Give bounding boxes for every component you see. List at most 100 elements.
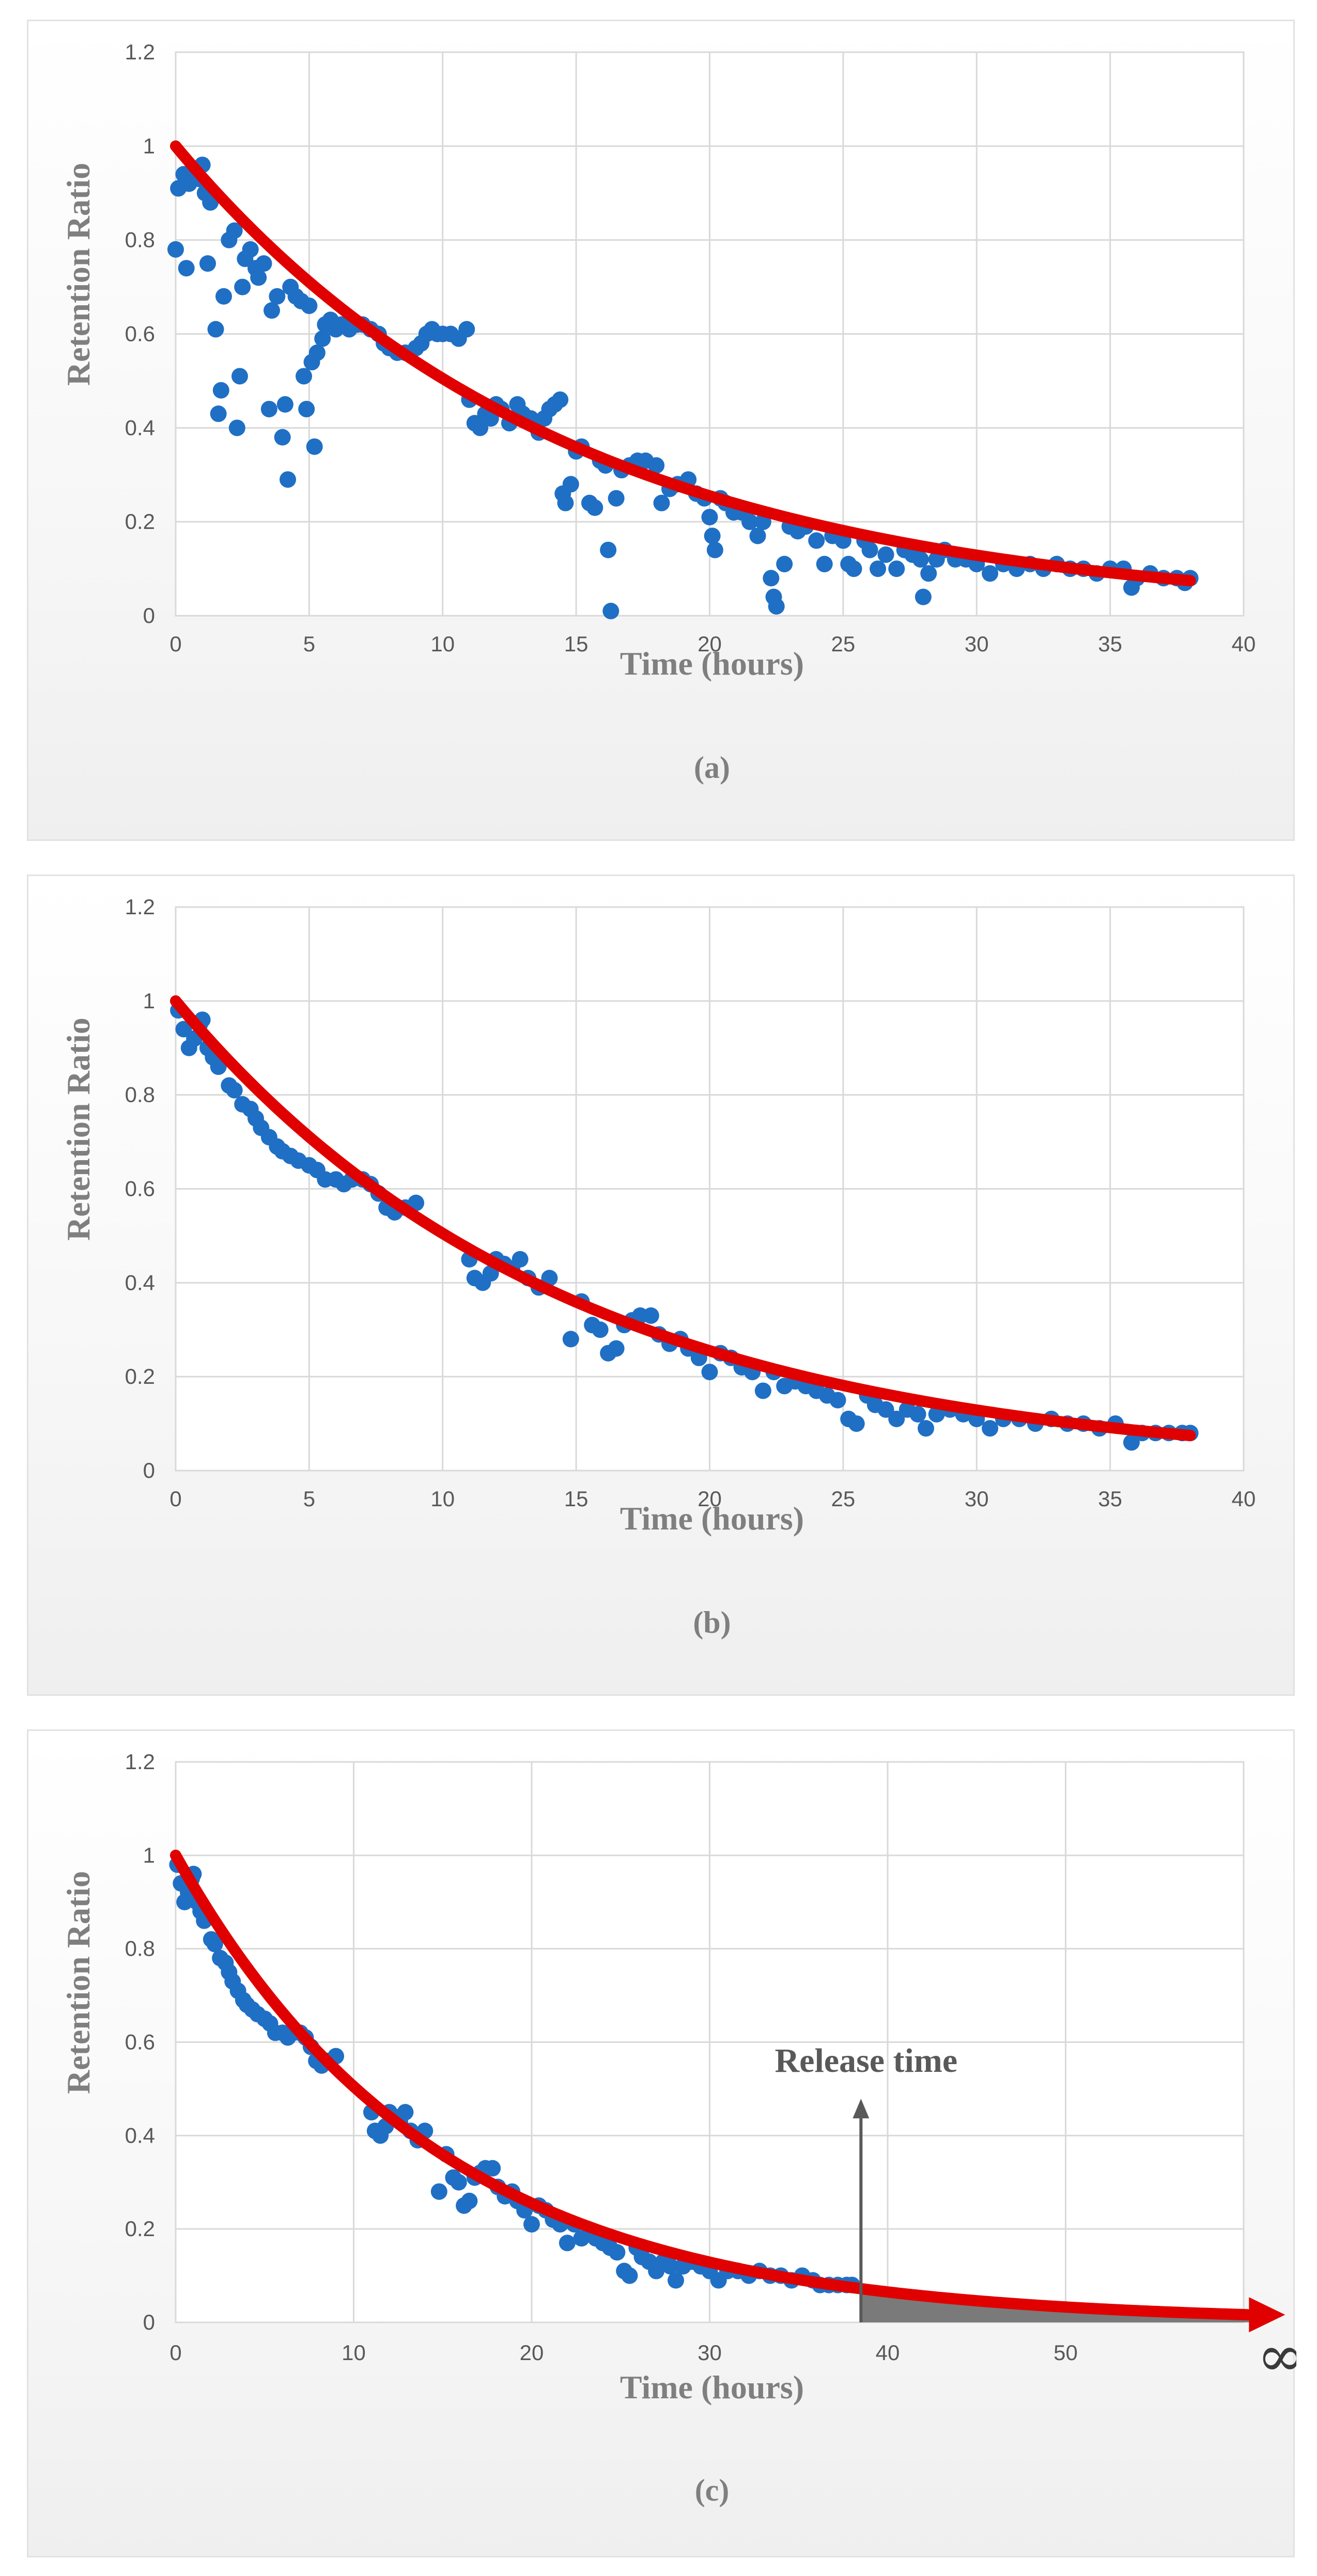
data-point [706, 541, 723, 558]
x-tick-label: 30 [698, 2340, 722, 2365]
x-tick-label: 20 [698, 1487, 722, 1511]
data-point [250, 269, 267, 286]
fit-curve [170, 140, 1196, 587]
data-point [397, 2104, 414, 2121]
data-point [845, 560, 862, 577]
data-point [274, 429, 291, 446]
data-point [982, 565, 999, 582]
data-point [207, 321, 224, 338]
data-point [255, 255, 272, 272]
data-point [776, 555, 793, 572]
data-point [269, 288, 286, 305]
data-point [602, 602, 619, 619]
data-point [228, 419, 245, 436]
data-point [749, 527, 766, 544]
data-point [642, 1307, 659, 1324]
y-tick-label: 1.2 [125, 895, 155, 919]
data-point [484, 2160, 501, 2177]
x-tick-label: 10 [430, 1487, 455, 1511]
data-point [298, 400, 315, 417]
data-point [848, 1415, 865, 1432]
data-point [586, 499, 603, 516]
data-point [314, 330, 331, 347]
y-axis-title: Retention Ratio [60, 1871, 97, 2094]
data-point [461, 2192, 478, 2209]
chart-panel-c: 0 0.2 0.4 0.6 0.8 1 1.2 0 10 20 30 40 50 Release tim… [27, 1729, 1296, 2557]
y-tick-label: 1.2 [125, 40, 155, 64]
chart-caption: (c) [695, 2473, 730, 2507]
y-axis-title: Retention Ratio [60, 163, 97, 386]
x-tick-label: 25 [831, 632, 856, 656]
data-point [552, 391, 569, 408]
data-point [704, 527, 721, 544]
chart-panel-b: 0 0.2 0.4 0.6 0.8 1 1.2 0 5 10 15 20 25 30 35 40 Time (… [27, 875, 1295, 1696]
data-point [928, 1406, 945, 1423]
data-point [408, 1194, 425, 1211]
x-tick-label: 0 [169, 1487, 181, 1511]
y-tick-label: 0.6 [125, 2030, 155, 2054]
x-axis-title: Time (hours) [620, 2369, 804, 2406]
infinity-symbol: ∞ [1257, 2323, 1296, 2389]
release-time-label: Release time [774, 2042, 957, 2080]
x-tick-label: 0 [169, 632, 181, 656]
data-point [212, 382, 229, 399]
y-tick-label: 0.8 [125, 1083, 155, 1107]
data-point [600, 541, 617, 558]
data-point [918, 1420, 935, 1437]
data-point [920, 565, 937, 582]
data-point [264, 302, 281, 319]
data-point [296, 368, 313, 385]
fit-curve-arrow-head [1249, 2297, 1285, 2333]
y-tick-label: 0.6 [125, 1177, 155, 1201]
x-tick-label: 5 [303, 632, 315, 656]
y-tick-label: 0.4 [125, 415, 155, 440]
chart-a-svg: 0 0.2 0.4 0.6 0.8 1 1.2 0 5 10 15 20 25 30 35 40 Time (… [60, 40, 1256, 785]
fit-curve [170, 995, 1196, 1442]
x-tick-label: 35 [1098, 632, 1122, 656]
x-axis-title: Time (hours) [620, 645, 804, 682]
data-point [592, 1321, 609, 1338]
data-point [557, 494, 574, 511]
data-point [562, 1331, 579, 1348]
y-tick-label: 0.2 [125, 2216, 155, 2241]
x-tick-label: 20 [698, 632, 722, 656]
data-point [701, 509, 718, 526]
data-point [763, 570, 780, 587]
x-tick-label: 0 [169, 2340, 181, 2365]
data-point [915, 588, 932, 605]
y-tick-label: 0.6 [125, 322, 155, 346]
data-point [450, 2174, 467, 2191]
y-tick-label: 0.4 [125, 1270, 155, 1294]
data-point [308, 344, 326, 361]
data-point [512, 1251, 529, 1268]
y-axis-title: Retention Ratio [60, 1018, 97, 1241]
y-tick-label: 0.4 [125, 2123, 155, 2147]
y-tick-label: 0 [143, 2310, 155, 2334]
data-point [199, 255, 216, 272]
data-point [210, 405, 227, 423]
data-point [877, 1401, 894, 1418]
data-point [226, 222, 243, 239]
release-time-arrow-head [853, 2099, 870, 2119]
y-tick-label: 0.8 [125, 228, 155, 252]
data-point [888, 1410, 905, 1427]
data-point [301, 297, 318, 314]
data-point [215, 288, 233, 305]
data-point [306, 438, 323, 455]
y-tick-label: 1 [143, 989, 155, 1013]
data-point [1123, 1434, 1140, 1451]
data-point [242, 241, 259, 258]
data-point [701, 1364, 718, 1381]
y-tick-label: 1 [143, 134, 155, 158]
data-point [609, 2244, 626, 2261]
x-tick-label: 35 [1098, 1487, 1122, 1511]
y-tick-label: 0.2 [125, 509, 155, 534]
x-tick-label: 15 [564, 632, 588, 656]
data-point [662, 2258, 679, 2275]
data-point [912, 551, 929, 568]
data-point [226, 1082, 243, 1099]
data-point [877, 546, 894, 563]
data-point [668, 2272, 685, 2289]
x-tick-label: 50 [1053, 2340, 1078, 2365]
data-point [608, 1340, 625, 1357]
